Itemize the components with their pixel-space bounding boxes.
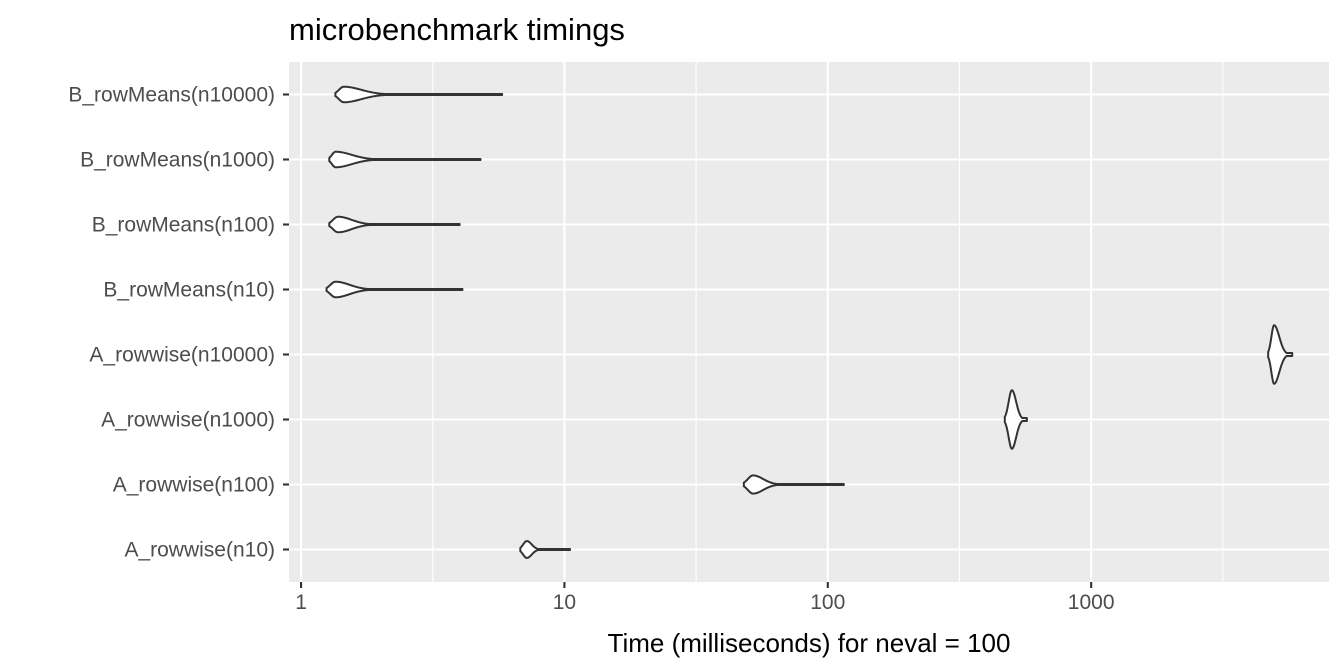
violin-A_rowwise(n100): [742, 474, 845, 495]
chart-title: microbenchmark timings: [289, 12, 625, 47]
y-tick-label: B_rowMeans(n10000): [68, 84, 275, 107]
grid-lines: [289, 62, 1329, 582]
y-tick-label: A_rowwise(n1000): [101, 409, 275, 432]
violin-A_rowwise(n10): [519, 540, 571, 559]
y-tick-label: A_rowwise(n10000): [89, 344, 275, 367]
y-tick-label: A_rowwise(n10): [124, 539, 275, 562]
x-tick-label: 1000: [1068, 591, 1115, 614]
y-axis: A_rowwise(n10) A_rowwise(n100) A_rowwise(n…: [68, 84, 289, 562]
plot-panel: [289, 62, 1329, 582]
x-tick-label: 10: [553, 591, 576, 614]
violin-B_rowMeans(n10): [325, 280, 464, 299]
violin-A_rowwise(n1000): [1003, 389, 1028, 450]
violins: [325, 85, 1294, 559]
x-tick-label: 100: [810, 591, 845, 614]
violin-A_rowwise(n10000): [1267, 324, 1294, 385]
y-tick-label: B_rowMeans(n1000): [80, 149, 275, 172]
y-tick-label: B_rowMeans(n100): [92, 214, 275, 237]
violin-B_rowMeans(n1000): [328, 150, 482, 169]
x-axis: 1 10 100 1000: [295, 582, 1115, 614]
y-tick-label: B_rowMeans(n10): [103, 279, 275, 302]
violin-B_rowMeans(n100): [328, 215, 461, 234]
x-axis-label: Time (milliseconds) for neval = 100: [608, 628, 1011, 658]
y-tick-label: A_rowwise(n100): [113, 474, 275, 497]
x-tick-label: 1: [295, 591, 307, 614]
violin-B_rowMeans(n10000): [334, 85, 504, 104]
